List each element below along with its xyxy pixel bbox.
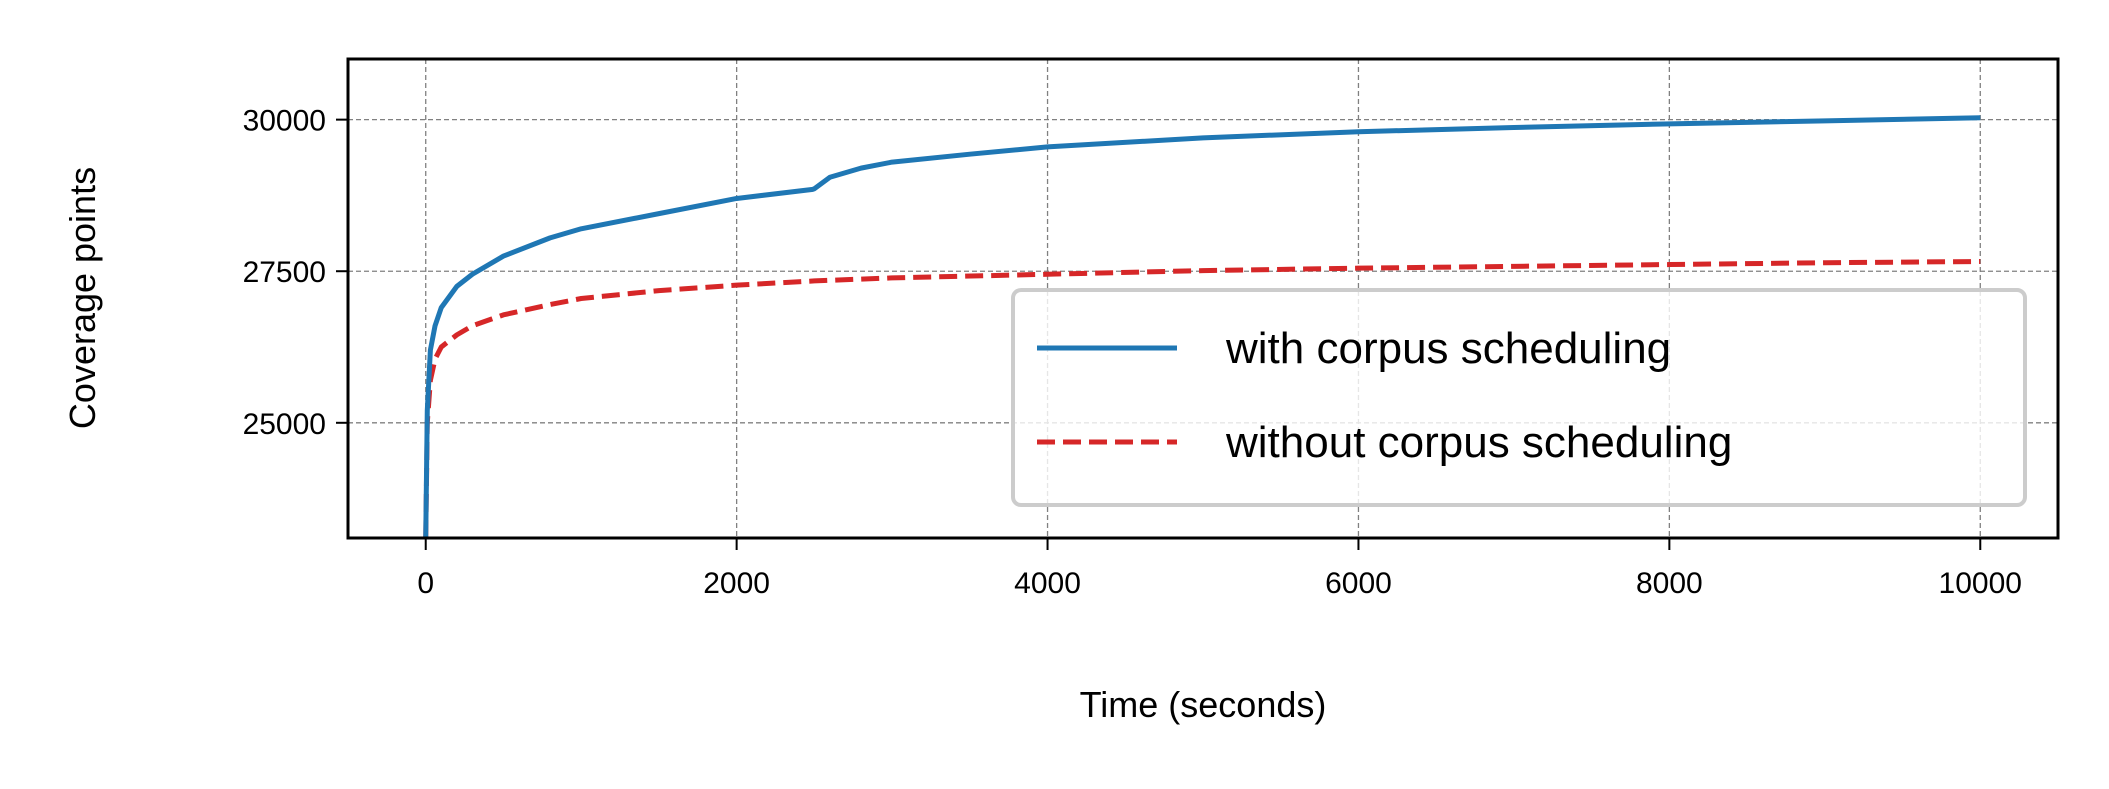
legend-label-with-corpus: with corpus scheduling (1225, 324, 1671, 373)
legend-label-without-corpus: without corpus scheduling (1225, 418, 1732, 467)
x-tick-label: 4000 (1014, 567, 1081, 600)
x-tick-label: 0 (417, 567, 434, 600)
y-tick-label: 25000 (243, 408, 326, 441)
x-tick-label: 6000 (1325, 567, 1392, 600)
series-layer (423, 115, 1981, 539)
series-line-with-corpus-scheduling (423, 115, 1981, 539)
legend: with corpus scheduling without corpus sc… (1011, 288, 2027, 507)
legend-box (1011, 288, 2027, 507)
y-tick-label: 27500 (243, 256, 326, 289)
y-axis: 25000 27500 30000 (243, 105, 348, 441)
series-line-without-corpus-scheduling (423, 259, 1981, 539)
x-axis-label: Time (seconds) (1080, 684, 1327, 725)
x-axis: 0 2000 4000 6000 8000 10000 (417, 538, 2022, 600)
x-tick-label: 8000 (1636, 567, 1703, 600)
plot-frame (346, 57, 2060, 540)
y-axis-label: Coverage points (62, 167, 103, 429)
x-tick-label: 10000 (1939, 567, 2022, 600)
x-tick-label: 2000 (703, 567, 770, 600)
y-tick-label: 30000 (243, 105, 326, 138)
